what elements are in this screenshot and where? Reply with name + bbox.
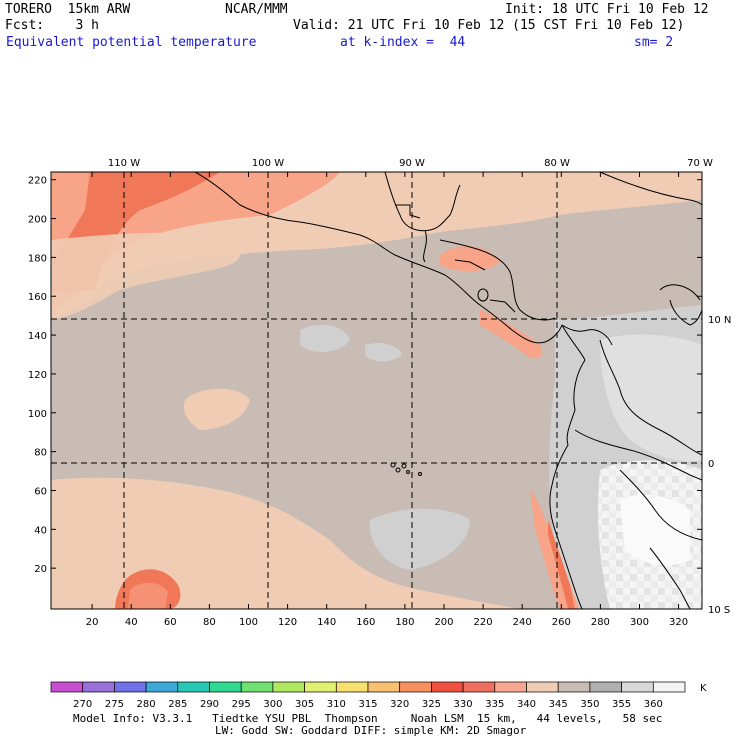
x-tick-label: 180 [395,617,414,628]
y-tick-label: 40 [34,525,47,536]
colorbar-label: 325 [422,699,441,710]
longitude-label: 100 W [252,158,284,169]
x-tick-label: 260 [552,617,571,628]
colorbar-swatch [114,681,147,693]
latitude-label: 10 S [708,605,730,616]
colorbar-label: 315 [358,699,377,710]
colorbar-label: 360 [644,699,663,710]
colorbar-label: 300 [263,699,282,710]
x-tick-label: 60 [164,617,177,628]
x-tick-label: 20 [86,617,99,628]
field-warm-mid [183,388,250,430]
field-name: Equivalent potential temperature [6,35,257,50]
colorbar-swatch [50,681,84,693]
colorbar-unit: K [700,683,707,694]
colorbar-label: 335 [485,699,504,710]
x-tick-label: 140 [317,617,336,628]
longitude-label: 110 W [108,158,140,169]
colorbar-swatch [621,681,654,693]
level-label: at k-index = 44 [340,35,466,50]
colorbar-swatch [272,681,305,693]
colorbar-label: 285 [168,699,187,710]
colorbar-label: 350 [580,699,599,710]
y-tick-label: 120 [28,370,47,381]
colorbar-label: 310 [327,699,346,710]
x-tick-label: 200 [434,617,453,628]
colorbar-swatch [462,681,496,693]
longitude-label: 90 W [399,158,425,169]
model-label: TORERO 15km ARW [5,2,131,17]
colorbar: 270 275 280 285 290 295 300 305 310 315 320 325 330 3… [50,681,707,710]
latitude-label: 0 [708,459,714,470]
y-tick-label: 60 [34,486,47,497]
colorbar-swatch [177,681,210,693]
colorbar-swatch [240,681,274,693]
x-tick-label: 220 [474,617,493,628]
colorbar-swatch [526,681,559,693]
colorbar-swatch [367,681,401,693]
colorbar-label: 275 [105,699,124,710]
colorbar-label: 330 [454,699,473,710]
longitude-label: 80 W [544,158,570,169]
valid-time: Valid: 21 UTC Fri 10 Feb 12 (15 CST Fri … [293,18,685,33]
colorbar-swatch [209,681,242,693]
grid-lines [51,172,702,609]
colorbar-swatch [399,681,432,693]
axis-labels: 20 40 60 80 100 120 140 160 180 200 220 20 40 60 80 100… [28,158,731,628]
x-tick-label: 160 [356,617,375,628]
colorbar-label: 280 [137,699,156,710]
x-tick-label: 300 [630,617,649,628]
colorbar-swatch [652,681,686,693]
colorbar-swatch [557,681,591,693]
y-tick-label: 200 [28,215,47,226]
y-tick-label: 140 [28,331,47,342]
colorbar-label: 355 [612,699,631,710]
y-tick-label: 180 [28,253,47,264]
x-tick-label: 120 [278,617,297,628]
y-tick-label: 80 [34,448,47,459]
colorbar-swatch [431,681,464,693]
model-info-line2: LW: Godd SW: Goddard DIFF: simple KM: 2D… [215,724,527,737]
smooth-label: sm= 2 [634,35,674,50]
x-tick-label: 240 [513,617,532,628]
colorbar-swatch [304,681,337,693]
longitude-label: 70 W [687,158,713,169]
colorbar-swatch [145,681,179,693]
model-info-line1: Model Info: V3.3.1 Tiedtke YSU PBL Thomp… [73,712,663,725]
colorbar-label: 295 [232,699,251,710]
colorbar-swatch [589,681,622,693]
colorbar-label: 305 [295,699,314,710]
org-label: NCAR/MMM [225,2,288,17]
init-time: Init: 18 UTC Fri 10 Feb 12 [505,2,709,17]
field-cool-1 [369,508,470,570]
colorbar-label: 320 [390,699,409,710]
map-field [51,172,702,609]
map-frame [50,171,703,610]
colorbar-label: 345 [549,699,568,710]
colorbar-swatch [82,681,115,693]
y-tick-label: 100 [28,409,47,420]
forecast-hour: Fcst: 3 h [5,18,99,33]
colorbar-swatch [494,681,527,693]
y-tick-label: 160 [28,292,47,303]
colorbar-label: 290 [200,699,219,710]
x-tick-label: 80 [203,617,216,628]
latitude-label: 10 N [708,315,731,326]
x-tick-label: 100 [239,617,258,628]
y-tick-label: 20 [34,564,47,575]
y-tick-label: 220 [28,176,47,187]
colorbar-swatch [335,681,369,693]
colorbar-label: 270 [73,699,92,710]
x-tick-label: 320 [669,617,688,628]
colorbar-label: 340 [517,699,536,710]
tick-marks [51,172,702,609]
coastlines [194,172,702,609]
x-tick-label: 40 [125,617,138,628]
x-tick-label: 280 [591,617,610,628]
